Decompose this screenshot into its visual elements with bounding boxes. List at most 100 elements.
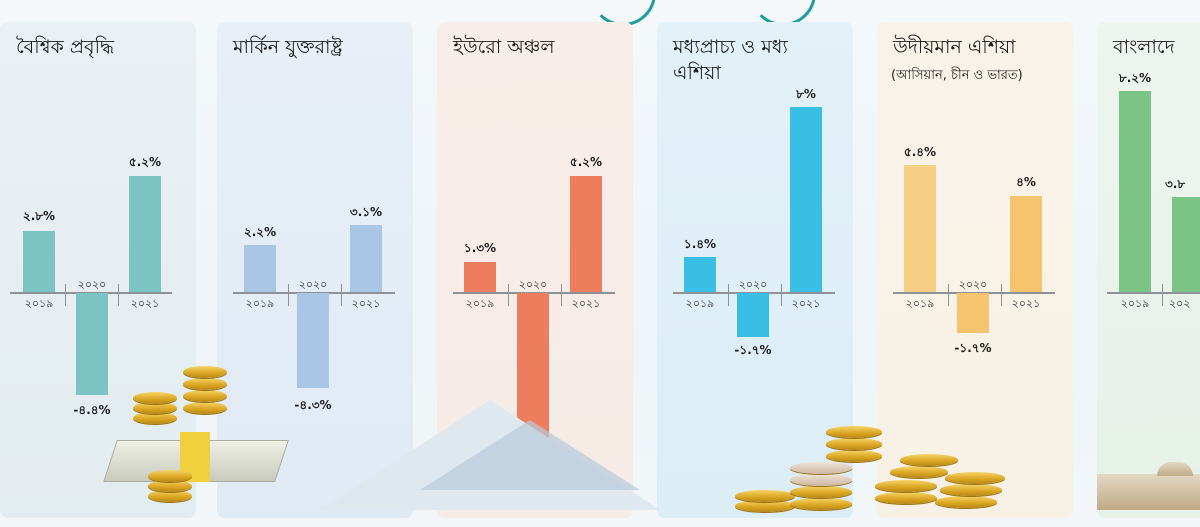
bar-2021	[570, 176, 602, 292]
bar-2020	[76, 293, 108, 395]
panel-emerging-asia: উদীয়মান এশিয়া (আসিয়ান, চীন ও ভারত) ৫.…	[877, 22, 1073, 518]
coin	[183, 390, 227, 402]
bar-2020	[737, 293, 769, 337]
bar-2020	[1172, 197, 1200, 292]
value-label-2020: ৩.৮	[1165, 177, 1186, 191]
coin	[940, 484, 1002, 496]
panel-bangladesh: বাংলাদে ৮.২% ৩.৮ ২০১৯ ২০২	[1097, 22, 1200, 518]
coin	[133, 412, 177, 424]
value-label-2019: ৫.৪%	[903, 145, 937, 159]
year-label-2019: ২০১৯	[24, 297, 54, 310]
axis-tick	[341, 284, 342, 306]
value-label-2020: -১.৭%	[734, 343, 772, 357]
bar-2019	[684, 257, 716, 292]
coin	[183, 366, 227, 378]
axis-tick	[288, 284, 289, 306]
bar-2020	[957, 293, 989, 333]
coin	[875, 480, 937, 492]
coin	[826, 450, 882, 462]
axis-tick	[1001, 284, 1002, 306]
bar-2021	[790, 107, 822, 292]
bar-2020	[297, 293, 329, 388]
year-label-2020: ২০২০	[518, 278, 548, 291]
coin	[790, 486, 852, 498]
axis-tick	[508, 284, 509, 306]
bar-2019	[464, 262, 496, 292]
panel-title: উদীয়মান এশিয়া	[893, 36, 1016, 58]
year-label-2021: ২০২১	[130, 297, 160, 310]
panel-middle-east-central-asia: মধ্যপ্রাচ্য ও মধ্য এশিয়া ১.৪% -১.৭% ৮% …	[657, 22, 853, 518]
bar-2019	[244, 245, 276, 292]
bar-2019	[23, 231, 55, 292]
coin	[875, 492, 937, 504]
coin	[945, 472, 1005, 484]
year-label-2020: ২০২০	[77, 278, 107, 291]
axis-tick	[781, 284, 782, 306]
axis-tick	[948, 284, 949, 306]
coin	[826, 438, 882, 450]
value-label-2021: ৮%	[796, 87, 816, 101]
parliament-building-illustration	[1157, 462, 1193, 476]
year-label-2020: ২০২০	[298, 278, 328, 291]
bar-2021	[129, 176, 161, 292]
year-label-2021: ২০২১	[571, 297, 601, 310]
year-label-2019: ২০১৯	[245, 297, 275, 310]
year-label-2019: ২০১৯	[1120, 297, 1150, 310]
bar-2021	[350, 225, 382, 292]
value-label-2021: ৫.২%	[569, 155, 603, 169]
axis-tick	[1162, 284, 1163, 306]
coin	[935, 496, 997, 508]
panel-global-growth: বৈশ্বিক প্রবৃদ্ধি ২.৮% -৪.৪% ৫.২% ২০১৯ ২…	[0, 22, 196, 518]
bar-2021	[1010, 196, 1042, 292]
coin	[900, 454, 958, 466]
coin	[790, 462, 852, 474]
value-label-2019: ১.৪%	[683, 237, 717, 251]
coin	[826, 426, 882, 438]
panel-subtitle: (আসিয়ান, চীন ও ভারত)	[891, 68, 1023, 83]
value-label-2019: ৮.২%	[1118, 71, 1152, 85]
axis-tick	[728, 284, 729, 306]
year-label-2019: ২০১৯	[685, 297, 715, 310]
panel-title: বৈশ্বিক প্রবৃদ্ধি	[16, 36, 115, 58]
year-label-2019: ২০১৯	[465, 297, 495, 310]
coin	[890, 466, 948, 478]
value-label-2019: ১.৩%	[463, 241, 497, 255]
mountain-shadow	[420, 420, 640, 490]
coin	[148, 470, 192, 482]
year-label-2020: ২০২০	[738, 278, 768, 291]
coin	[133, 402, 177, 414]
axis-line	[1107, 292, 1200, 294]
axis-tick	[65, 284, 66, 306]
year-label-2020: ২০২০	[958, 278, 988, 291]
year-label-2021: ২০২১	[791, 297, 821, 310]
panel-title: মার্কিন যুক্তরাষ্ট্র	[233, 36, 343, 58]
coin	[735, 490, 795, 502]
value-label-2019: ২.২%	[243, 225, 277, 239]
panel-title: ইউরো অঞ্চল	[453, 36, 555, 58]
axis-tick	[118, 284, 119, 306]
coin	[183, 402, 227, 414]
year-label-2019: ২০১৯	[905, 297, 935, 310]
value-label-2020: -৪.৪%	[73, 403, 111, 417]
coin	[790, 474, 852, 486]
value-label-2021: ৪%	[1016, 175, 1036, 189]
bar-2019	[1119, 91, 1151, 292]
year-label-2021: ২০২১	[351, 297, 381, 310]
panel-title: মধ্যপ্রাচ্য ও মধ্য এশিয়া	[673, 36, 788, 84]
value-label-2019: ২.৮%	[22, 209, 56, 223]
parliament-building-illustration	[1097, 474, 1200, 510]
coin	[148, 490, 192, 502]
axis-tick	[561, 284, 562, 306]
year-label-2021: ২০২১	[1011, 297, 1041, 310]
bar-2019	[904, 165, 936, 292]
value-label-2021: ৫.২%	[128, 155, 162, 169]
year-label-2020: ২০২	[1169, 297, 1191, 310]
coin	[790, 498, 852, 510]
coin	[183, 378, 227, 390]
coin	[735, 500, 795, 512]
panel-title: বাংলাদে	[1113, 36, 1175, 58]
coin	[148, 480, 192, 492]
value-label-2021: ৩.১%	[349, 205, 383, 219]
value-label-2020: -১.৭%	[954, 341, 992, 355]
coin	[133, 392, 177, 404]
